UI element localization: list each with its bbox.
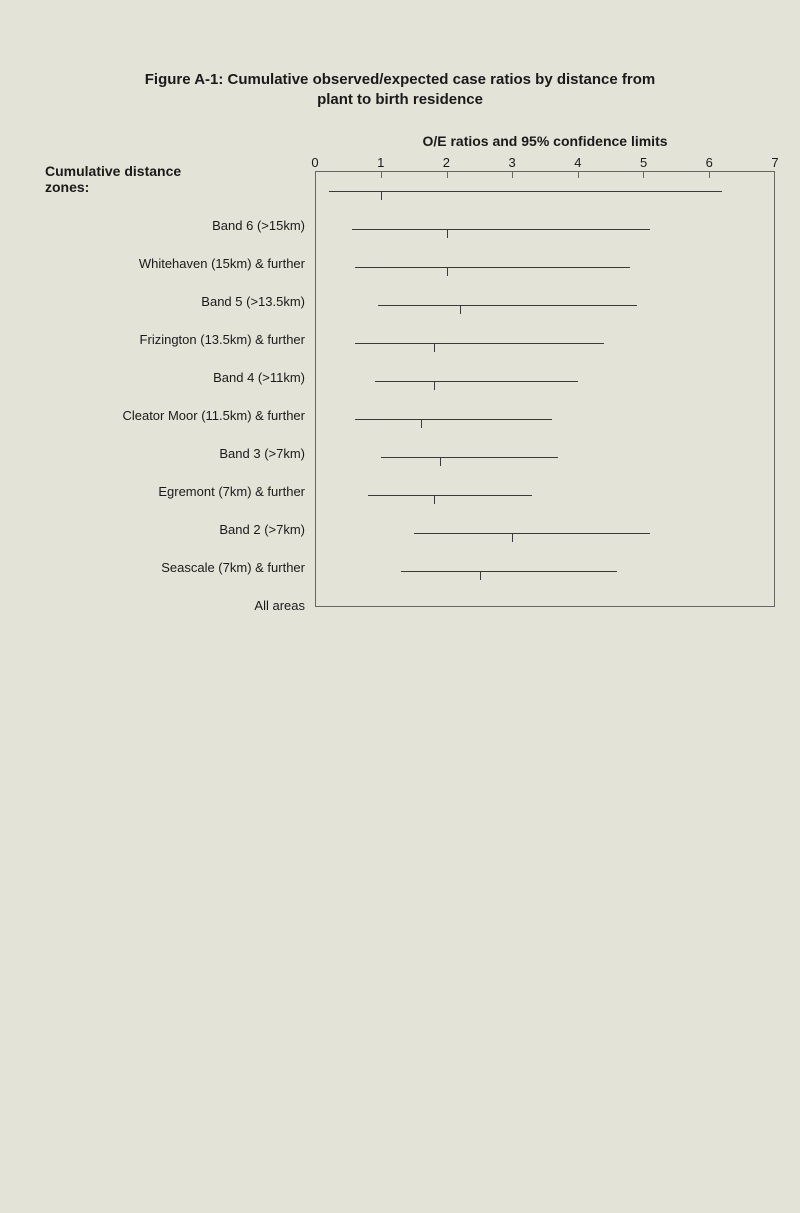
zone-label: Whitehaven (15km) & further <box>25 244 315 282</box>
confidence-interval-line <box>355 419 551 420</box>
point-estimate-tick <box>512 534 513 542</box>
left-header: Cumulative distance zones: <box>25 163 315 197</box>
confidence-interval-line <box>355 267 630 268</box>
right-column: O/E ratios and 95% confidence limits 012… <box>315 133 775 625</box>
zone-label: All areas <box>25 586 315 624</box>
axis-tick-label: 1 <box>377 155 384 170</box>
zone-label: Band 2 (>7km) <box>25 510 315 548</box>
axis-tick-label: 3 <box>509 155 516 170</box>
zone-label: Band 3 (>7km) <box>25 434 315 472</box>
left-header-line1: Cumulative distance <box>45 163 181 179</box>
zone-label: Band 4 (>11km) <box>25 358 315 396</box>
axis-tick-label: 7 <box>771 155 778 170</box>
axis-row: 01234567 <box>315 155 775 171</box>
zone-label: Egremont (7km) & further <box>25 472 315 510</box>
confidence-interval-line <box>375 381 578 382</box>
figure-title-line1: Figure A-1: Cumulative observed/expected… <box>145 71 655 88</box>
zone-labels: Band 6 (>15km)Whitehaven (15km) & furthe… <box>25 206 315 624</box>
confidence-interval-line <box>401 571 617 572</box>
axis-tick-label: 4 <box>574 155 581 170</box>
chart-area: Cumulative distance zones: Band 6 (>15km… <box>25 133 775 625</box>
confidence-interval-line <box>381 457 558 458</box>
left-column: Cumulative distance zones: Band 6 (>15km… <box>25 133 315 625</box>
axis-tick-label: 0 <box>311 155 318 170</box>
zone-label: Frizington (13.5km) & further <box>25 320 315 358</box>
point-estimate-tick <box>447 230 448 238</box>
point-estimate-tick <box>421 420 422 428</box>
data-row <box>316 210 774 248</box>
data-row <box>316 438 774 476</box>
data-row <box>316 476 774 514</box>
zone-label: Band 5 (>13.5km) <box>25 282 315 320</box>
left-header-line2: zones: <box>45 179 89 195</box>
data-row <box>316 172 774 210</box>
zone-label: Cleator Moor (11.5km) & further <box>25 396 315 434</box>
axis-title: O/E ratios and 95% confidence limits <box>315 133 775 149</box>
confidence-interval-line <box>378 305 636 306</box>
point-estimate-tick <box>381 192 382 200</box>
zone-label: Band 6 (>15km) <box>25 206 315 244</box>
point-estimate-tick <box>434 496 435 504</box>
axis-tick-label: 6 <box>706 155 713 170</box>
plot <box>315 171 775 607</box>
confidence-interval-line <box>368 495 532 496</box>
confidence-interval-line <box>414 533 650 534</box>
point-estimate-tick <box>434 382 435 390</box>
axis-tick-label: 5 <box>640 155 647 170</box>
point-estimate-tick <box>440 458 441 466</box>
confidence-interval-line <box>352 229 650 230</box>
point-estimate-tick <box>480 572 481 580</box>
zone-label: Seascale (7km) & further <box>25 548 315 586</box>
data-row <box>316 552 774 590</box>
data-row <box>316 286 774 324</box>
figure-title-line2: plant to birth residence <box>317 91 483 108</box>
point-estimate-tick <box>447 268 448 276</box>
point-estimate-tick <box>460 306 461 314</box>
data-row <box>316 248 774 286</box>
figure-title: Figure A-1: Cumulative observed/expected… <box>25 70 775 111</box>
data-row <box>316 324 774 362</box>
confidence-interval-line <box>329 191 722 192</box>
confidence-interval-line <box>355 343 604 344</box>
data-row <box>316 514 774 552</box>
data-row <box>316 362 774 400</box>
plot-body <box>316 172 774 606</box>
axis-tick-label: 2 <box>443 155 450 170</box>
page: Figure A-1: Cumulative observed/expected… <box>0 0 800 624</box>
data-row <box>316 400 774 438</box>
point-estimate-tick <box>434 344 435 352</box>
